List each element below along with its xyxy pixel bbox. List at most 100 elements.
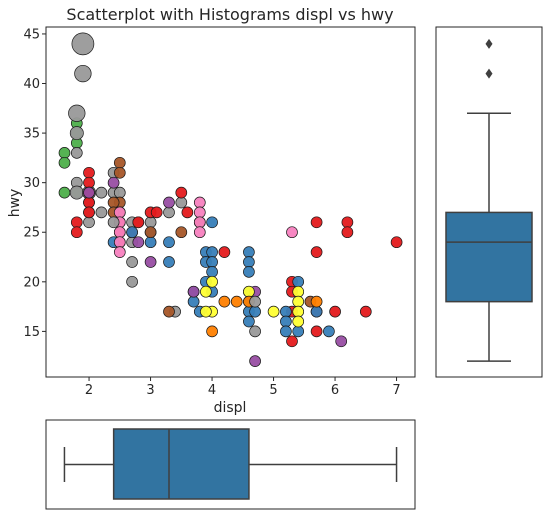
scatter-point [144,216,157,229]
x-tick-label: 2 [85,383,93,398]
scatter-point [175,196,188,209]
scatter-point [200,305,212,318]
scatter-point [107,196,120,209]
scatter-point [267,305,280,318]
scatter-point [310,305,323,318]
scatter-point [83,176,95,189]
scatter-point [286,335,298,348]
scatter-point [310,246,323,258]
scatter-point [95,186,108,199]
scatter-point [70,216,83,229]
scatter-point [113,186,126,199]
scatter-point [107,216,120,229]
y-tick-label: 15 [23,325,40,340]
scatter-point [249,355,261,367]
scatter-point [144,256,157,268]
scatter-point [280,325,292,338]
scatter-point [163,196,175,209]
scatter-point [243,266,255,278]
scatter-point [58,147,71,159]
scatter-point [310,295,323,308]
scatter-point [107,176,120,189]
scatter-point [144,226,157,239]
scatter-point [83,166,95,179]
right-boxplot-frame [435,26,543,378]
scatter-point [292,325,305,338]
chart-title: Scatterplot with Histograms displ vs hwy [66,5,393,24]
scatter-point [83,206,95,219]
scatter-point [335,335,348,348]
x-tick-label: 5 [269,383,277,398]
scatter-point [280,315,292,328]
scatter-point [113,156,126,169]
scatter-frame [45,26,416,378]
scatter-point [113,226,126,239]
y-tick-label: 40 [23,77,40,92]
scatter-point [113,236,126,249]
scatter-point [113,206,126,219]
scatter-point [341,216,354,229]
scatter-point [163,206,175,219]
scatter-points [58,32,403,367]
scatter-point [329,305,341,318]
scatter-point [69,126,84,141]
iqr-box [445,211,533,303]
scatter-point [68,104,86,122]
scatter-point [249,325,261,338]
y-tick-label: 25 [23,226,40,241]
scatter-point [292,275,305,288]
x-axis-label: displ [214,400,247,416]
scatter-point [193,206,206,219]
scatter-point [132,216,145,229]
scatter-point [69,185,84,200]
scatter-point [218,246,231,258]
scatter-point [206,216,218,229]
scatter-point [126,256,138,268]
scatter-point [175,226,188,239]
scatter-point [292,305,305,318]
hwy-boxplot [445,38,533,362]
scatter-point [113,246,126,258]
x-tick-labels: 2 3 4 5 6 7 [85,377,401,398]
scatter-point [218,295,231,308]
y-tick-label: 45 [23,27,40,42]
outlier-marker [485,38,493,49]
scatter-point [83,196,95,209]
scatter-point [126,275,138,288]
scatter-point [230,295,243,308]
scatter-point [206,246,218,258]
scatter-point [83,186,95,199]
scatter-point [187,295,200,308]
scatter-point [95,206,108,219]
scatter-point [390,236,403,249]
x-tick-label: 6 [331,383,339,398]
scatter-point [193,216,206,229]
y-tick-label: 20 [23,275,40,290]
scatter-point [83,216,95,229]
scatter-point [206,325,218,338]
scatter-point [243,315,255,328]
iqr-box [112,428,250,500]
y-tick-label: 35 [23,127,40,142]
scatter-point [341,226,354,239]
scatter-point [74,64,92,83]
outlier-marker [485,68,493,79]
scatter-point [249,305,261,318]
y-tick-label: 30 [23,176,40,191]
scatter-point [113,166,126,179]
x-tick-label: 3 [146,383,154,398]
scatter-point [163,305,175,318]
scatter-point [181,206,194,219]
scatter-point [292,295,305,308]
scatter-point [206,275,218,288]
scatter-point [359,305,372,318]
scatter-point [206,266,218,278]
scatter-point [243,285,255,298]
scatter-point [243,246,255,258]
scatter-point [70,226,83,239]
displ-boxplot [63,428,398,500]
scatter-point [243,256,255,268]
scatter-point [292,315,305,328]
scatter-point [206,256,218,268]
